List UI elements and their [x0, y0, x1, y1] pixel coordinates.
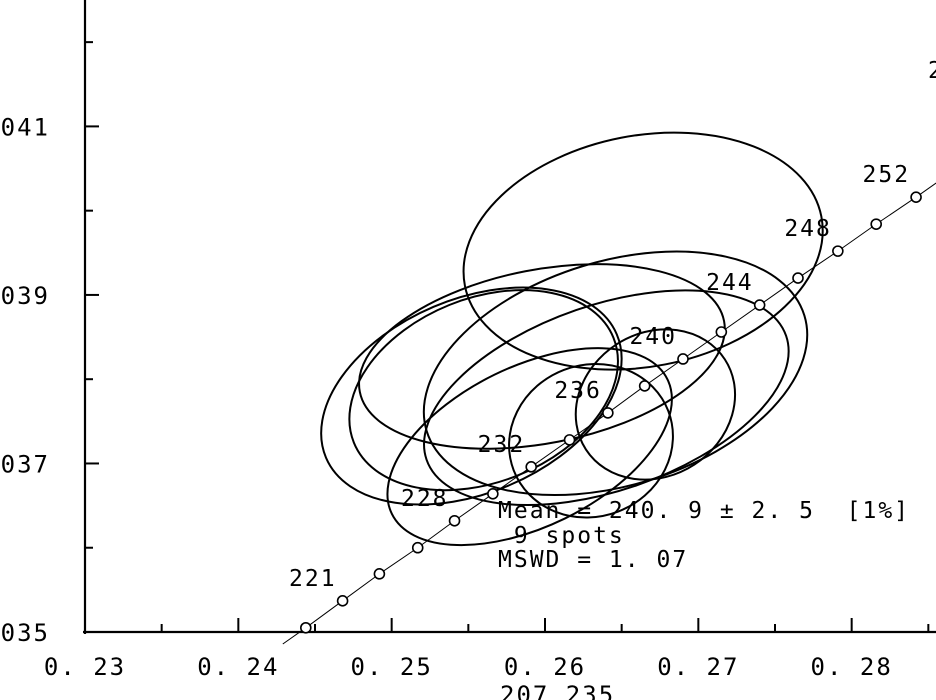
concordia-point — [910, 191, 922, 203]
x-tick-label: 0. 23 — [44, 653, 126, 681]
x-tick-label: 0. 25 — [351, 653, 433, 681]
x-axis-label: 207 235 — [500, 681, 615, 700]
age-label: 232 — [478, 432, 526, 458]
age-label: 240 — [629, 324, 677, 350]
concordia-point — [487, 488, 499, 500]
y-tick-label: 037 — [1, 450, 50, 478]
concordia-point — [832, 245, 844, 257]
age-label: 236 — [554, 378, 602, 404]
concordia-point — [753, 299, 766, 311]
error-ellipse — [574, 328, 737, 481]
error-ellipse — [348, 289, 619, 492]
error-ellipse — [358, 263, 726, 450]
age-label: 248 — [784, 216, 832, 242]
mswd-annotation: MSWD = 1. 07 — [498, 547, 688, 573]
x-tick-label: 0. 24 — [197, 653, 279, 681]
error-ellipse — [423, 289, 790, 507]
concordia-point — [638, 380, 651, 392]
age-label: 221 — [289, 566, 337, 592]
age-label: 228 — [401, 486, 449, 512]
age-labels: 221 228 232 236 240 244 248 252 — [289, 162, 911, 592]
x-tick-label: 0. 26 — [504, 653, 586, 681]
y-tick-label: 035 — [1, 619, 50, 647]
x-tick-label: 0. 27 — [657, 653, 739, 681]
x-tick-label: 0. 28 — [811, 653, 893, 681]
concordia-point — [870, 218, 883, 230]
concordia-point — [336, 595, 349, 607]
error-ellipse — [462, 131, 824, 371]
concordia-point — [448, 514, 461, 527]
concordia-point — [792, 272, 804, 284]
error-ellipse — [320, 286, 623, 506]
age-label: 252 — [863, 162, 911, 188]
concordia-point — [563, 434, 576, 446]
mean-annotation: Mean = 240. 9 ± 2. 5 [1%] — [498, 498, 910, 524]
y-tick-label: 041 — [1, 113, 50, 141]
concordia-point — [411, 541, 424, 554]
concordia-point — [525, 461, 538, 473]
y-tick-label: 039 — [1, 282, 50, 310]
partial-age-label: 2 — [928, 58, 936, 84]
concordia-age-points — [299, 191, 922, 634]
concordia-point — [602, 407, 614, 419]
concordia-point — [299, 621, 312, 634]
error-ellipse — [508, 362, 674, 519]
age-label: 244 — [706, 270, 754, 296]
concordia-point — [677, 353, 689, 365]
concordia-point — [373, 568, 386, 580]
axes: 0. 23 0. 24 0. 25 0. 26 0. 27 0. 28 035 037 039 0… — [1, 0, 936, 681]
spots-annotation: 9 spots — [498, 523, 625, 549]
error-ellipses — [320, 131, 824, 547]
error-ellipse — [386, 347, 673, 547]
concordia-point — [715, 326, 728, 338]
